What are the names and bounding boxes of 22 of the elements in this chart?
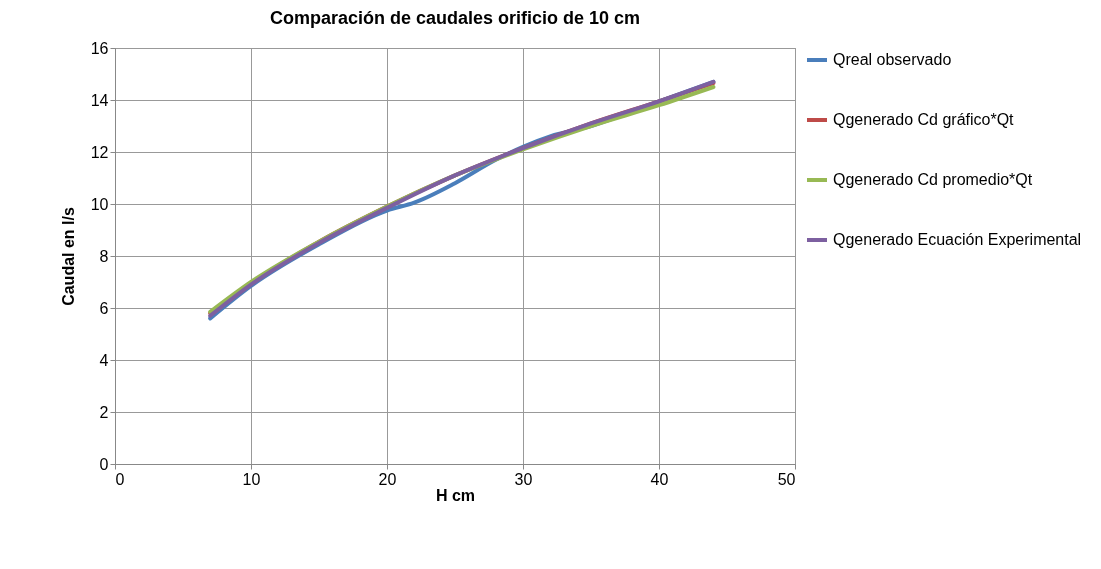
x-tick-label: 30 [514, 470, 533, 488]
x-tick-label: 0 [115, 470, 125, 488]
legend-label: Qgenerado Cd gráfico*Qt [833, 111, 1015, 128]
legend-label: Qreal observado [833, 51, 952, 68]
y-tick-label: 16 [90, 39, 109, 57]
legend-label: Qgenerado Cd promedio*Qt [833, 171, 1033, 188]
y-tick-label: 8 [99, 247, 109, 265]
y-tick-label: 12 [90, 143, 109, 161]
x-axis-title: H cm [435, 486, 476, 504]
y-tick-label: 4 [99, 351, 109, 369]
chart-title: Comparación de caudales orificio de 10 cm [269, 8, 641, 28]
x-tick-label: 50 [777, 470, 796, 488]
y-tick-label: 0 [99, 455, 109, 473]
legend-label: Qgenerado Ecuación Experimental [833, 231, 1082, 248]
y-tick-label: 14 [90, 91, 109, 109]
x-tick-label: 20 [378, 470, 397, 488]
x-tick-label: 40 [650, 470, 669, 488]
y-axis-title: Caudal en l/s [59, 207, 77, 306]
y-tick-label: 10 [90, 195, 109, 213]
y-tick-label: 6 [99, 299, 109, 317]
y-tick-label: 2 [99, 403, 109, 421]
x-tick-label: 10 [242, 470, 261, 488]
